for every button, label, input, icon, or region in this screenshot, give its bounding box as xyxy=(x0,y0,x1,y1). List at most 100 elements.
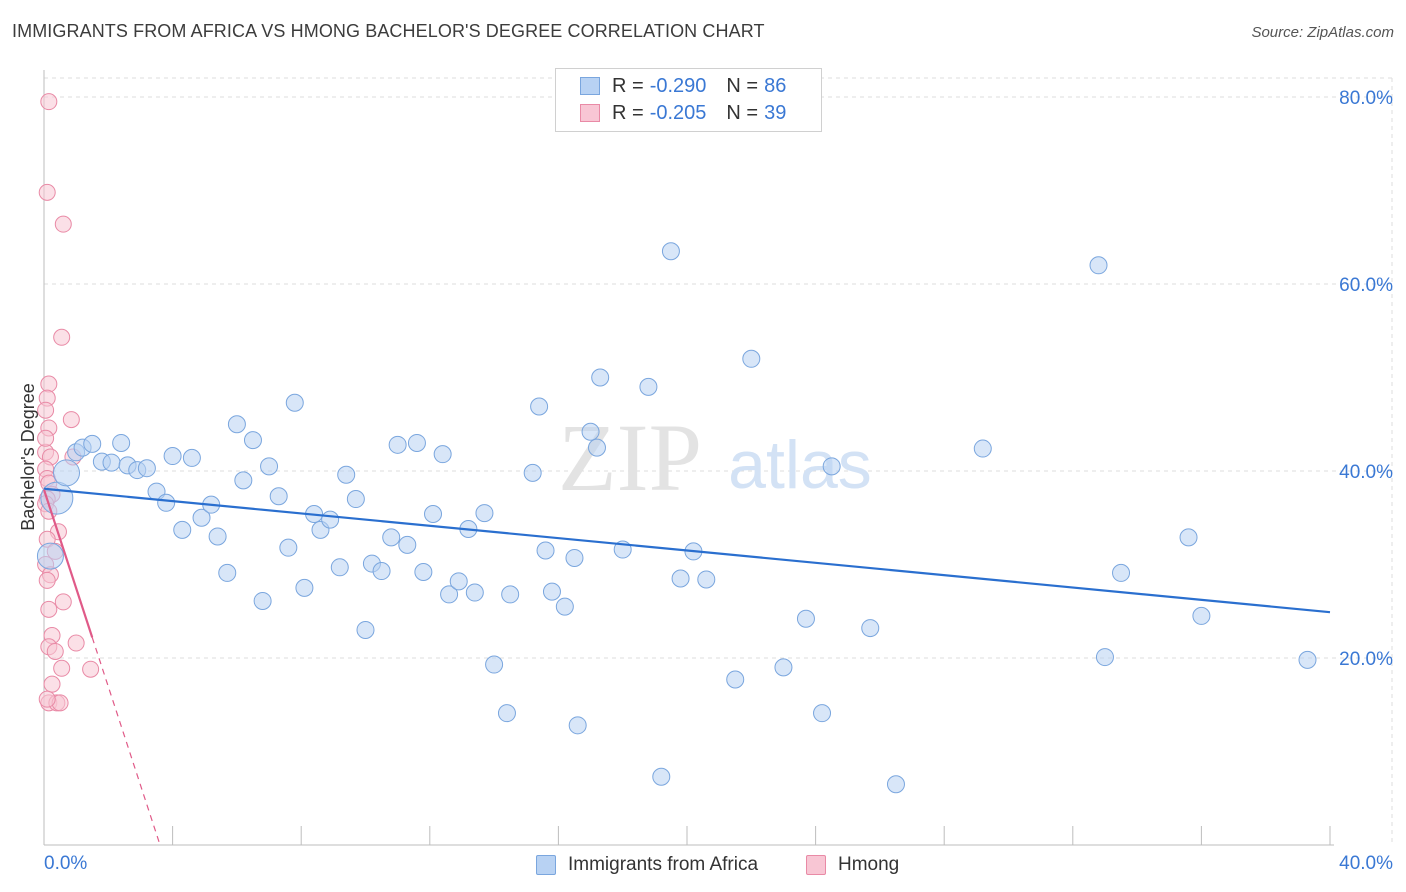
africa-point xyxy=(822,457,841,476)
africa-point xyxy=(581,422,600,441)
africa-point xyxy=(587,438,606,457)
hmong-r-label: R = xyxy=(612,101,644,124)
hmong-point xyxy=(37,401,55,419)
watermark-zip: ZIP xyxy=(558,404,702,511)
africa-point xyxy=(330,558,349,577)
stats-legend: R = -0.290 N = 86 R = -0.205 N = 39 xyxy=(555,68,822,132)
africa-point xyxy=(321,510,340,529)
africa-point xyxy=(671,569,690,588)
africa-point xyxy=(163,447,182,466)
africa-point xyxy=(1179,528,1198,547)
grid-layer xyxy=(44,77,1393,845)
africa-point xyxy=(83,434,102,453)
watermark-atlas: atlas xyxy=(728,427,872,503)
africa-point xyxy=(440,585,459,604)
africa-point xyxy=(1095,648,1114,667)
y-tick-label: 40.0% xyxy=(1339,462,1393,483)
africa-point xyxy=(279,538,298,557)
africa-point xyxy=(173,520,192,539)
tick-labels: 20.0% 40.0% 60.0% 80.0% 0.0% 40.0% xyxy=(44,88,1393,874)
hmong-point xyxy=(40,375,58,393)
africa-point xyxy=(774,658,793,677)
hmong-n-value: 39 xyxy=(764,101,787,124)
bottom-hmong-swatch xyxy=(806,855,826,875)
y-tick-label: 60.0% xyxy=(1339,275,1393,296)
africa-point xyxy=(53,459,81,487)
africa-point xyxy=(568,716,587,735)
hmong-series xyxy=(37,93,100,712)
africa-point xyxy=(742,349,761,368)
y-tick-label: 80.0% xyxy=(1339,88,1393,109)
africa-n-value: 86 xyxy=(764,74,787,97)
africa-point xyxy=(285,393,304,412)
africa-r-label: R = xyxy=(612,74,644,97)
hmong-point xyxy=(82,660,100,678)
africa-n-label: N = xyxy=(726,74,759,97)
x-tick-label-max: 40.0% xyxy=(1339,853,1393,874)
africa-series xyxy=(36,242,1317,794)
hmong-point xyxy=(46,642,64,660)
africa-point xyxy=(796,609,815,628)
y-axis-label: Bachelor's Degree xyxy=(18,383,38,531)
africa-point xyxy=(475,504,494,523)
hmong-point xyxy=(53,659,71,677)
africa-point xyxy=(465,583,484,602)
bottom-africa-label: Immigrants from Africa xyxy=(568,854,759,875)
africa-point xyxy=(295,578,314,597)
africa-r-value: -0.290 xyxy=(649,74,707,97)
africa-point xyxy=(398,535,417,554)
africa-point xyxy=(530,397,549,416)
africa-point xyxy=(208,527,227,546)
bottom-africa-swatch xyxy=(536,855,556,875)
africa-point xyxy=(591,368,610,387)
africa-point xyxy=(485,655,504,674)
africa-point xyxy=(536,541,555,560)
africa-point xyxy=(388,435,407,454)
africa-point xyxy=(449,572,468,591)
africa-point xyxy=(973,439,992,458)
hmong-point xyxy=(37,429,55,447)
africa-point xyxy=(157,493,176,512)
africa-point xyxy=(192,508,211,527)
africa-point xyxy=(1298,650,1317,669)
africa-point xyxy=(218,563,237,582)
hmong-trend-extension xyxy=(91,637,161,846)
hmong-n-label: N = xyxy=(726,101,759,124)
africa-point xyxy=(639,377,658,396)
x-tick-label-min: 0.0% xyxy=(44,853,87,874)
hmong-point xyxy=(38,571,56,589)
africa-point xyxy=(497,704,516,723)
africa-point xyxy=(886,775,905,794)
africa-point xyxy=(253,591,272,610)
africa-point xyxy=(542,582,561,601)
africa-point xyxy=(382,528,401,547)
hmong-trend-line xyxy=(42,489,94,638)
africa-point xyxy=(523,463,542,482)
africa-point xyxy=(227,415,246,434)
africa-point xyxy=(260,457,279,476)
africa-point xyxy=(243,431,262,450)
africa-point xyxy=(112,433,131,452)
africa-point xyxy=(1112,563,1131,582)
hmong-swatch xyxy=(580,104,600,122)
africa-trend-line xyxy=(43,487,1331,614)
chart-title: IMMIGRANTS FROM AFRICA VS HMONG BACHELOR… xyxy=(12,21,765,41)
hmong-point xyxy=(67,634,85,652)
bottom-hmong-label: Hmong xyxy=(838,854,900,875)
africa-point xyxy=(102,453,121,472)
africa-point xyxy=(565,548,584,567)
africa-point xyxy=(501,585,520,604)
africa-point xyxy=(137,459,156,478)
africa-point xyxy=(36,542,64,570)
africa-point xyxy=(407,433,426,452)
hmong-point xyxy=(40,93,58,111)
bottom-legend-africa: Immigrants from Africa xyxy=(536,852,758,878)
africa-point xyxy=(813,704,832,723)
africa-point xyxy=(726,670,745,689)
hmong-point xyxy=(62,411,80,429)
africa-point xyxy=(234,471,253,490)
africa-point xyxy=(424,505,443,524)
hmong-point xyxy=(53,328,71,346)
africa-point xyxy=(697,570,716,589)
africa-point xyxy=(337,465,356,484)
